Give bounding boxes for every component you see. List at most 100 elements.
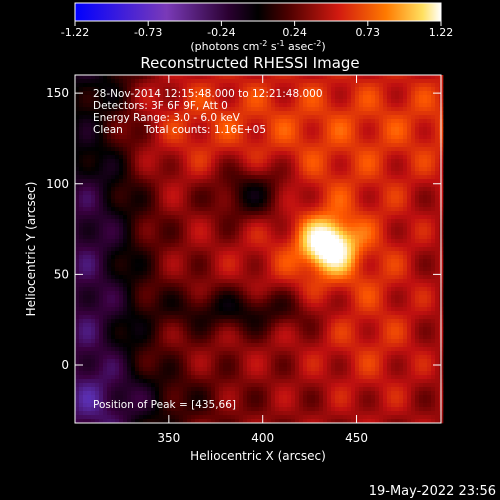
heatmap-cell [151, 219, 156, 224]
heatmap-cell [311, 135, 316, 140]
heatmap-cell [423, 179, 428, 184]
heatmap-cell [175, 147, 180, 152]
heatmap-cell [331, 91, 336, 96]
heatmap-cell [119, 271, 124, 276]
heatmap-cell [339, 279, 344, 284]
heatmap-cell [423, 255, 428, 260]
heatmap-cell [183, 271, 188, 276]
heatmap-cell [207, 159, 212, 164]
heatmap-cell [423, 79, 428, 84]
heatmap-cell [335, 275, 340, 280]
heatmap-cell [195, 227, 200, 232]
heatmap-cell [179, 151, 184, 156]
heatmap-cell [423, 107, 428, 112]
heatmap-cell [119, 175, 124, 180]
heatmap-cell [319, 187, 324, 192]
heatmap-cell [379, 183, 384, 188]
heatmap-cell [251, 275, 256, 280]
heatmap-cell [199, 243, 204, 248]
heatmap-cell [143, 123, 148, 128]
heatmap-cell [267, 131, 272, 136]
heatmap-cell [203, 119, 208, 124]
heatmap-cell [407, 147, 412, 152]
heatmap-cell [335, 231, 340, 236]
heatmap-cell [131, 211, 136, 216]
heatmap-cell [235, 79, 240, 84]
heatmap-cell [239, 91, 244, 96]
heatmap-cell [127, 211, 132, 216]
heatmap-cell [407, 215, 412, 220]
heatmap-cell [283, 215, 288, 220]
heatmap-cell [131, 235, 136, 240]
heatmap-cell [371, 271, 376, 276]
heatmap-cell [423, 263, 428, 268]
heatmap-cell [179, 207, 184, 212]
heatmap-cell [327, 119, 332, 124]
heatmap-cell [191, 283, 196, 288]
heatmap-cell [167, 275, 172, 280]
heatmap-cell [75, 87, 80, 92]
heatmap-cell [395, 127, 400, 132]
heatmap-cell [303, 271, 308, 276]
heatmap-cell [199, 227, 204, 232]
heatmap-cell [87, 127, 92, 132]
heatmap-cell [247, 215, 252, 220]
heatmap-cell [223, 163, 228, 168]
heatmap-cell [435, 219, 440, 224]
heatmap-cell [331, 171, 336, 176]
heatmap-cell [311, 235, 316, 240]
heatmap-cell [171, 127, 176, 132]
heatmap-cell [295, 115, 300, 120]
heatmap-cell [147, 147, 152, 152]
heatmap-cell [203, 279, 208, 284]
heatmap-cell [431, 167, 436, 172]
heatmap-cell [159, 111, 164, 116]
heatmap-cell [323, 287, 328, 292]
heatmap-cell [207, 135, 212, 140]
heatmap-cell [331, 227, 336, 232]
heatmap-cell [315, 223, 320, 228]
heatmap-cell [383, 87, 388, 92]
heatmap-cell [371, 111, 376, 116]
heatmap-cell [291, 87, 296, 92]
heatmap-cell [371, 91, 376, 96]
heatmap-cell [175, 115, 180, 120]
heatmap-cell [79, 187, 84, 192]
heatmap-cell [323, 223, 328, 228]
heatmap-cell [259, 131, 264, 136]
heatmap-cell [191, 179, 196, 184]
heatmap-cell [107, 119, 112, 124]
heatmap-cell [139, 75, 144, 80]
heatmap-cell [231, 211, 236, 216]
heatmap-cell [331, 263, 336, 268]
heatmap-cell [235, 95, 240, 100]
heatmap-cell [143, 111, 148, 116]
heatmap-cell [119, 219, 124, 224]
heatmap-cell [207, 195, 212, 200]
heatmap-cell [175, 199, 180, 204]
heatmap-cell [151, 199, 156, 204]
heatmap-cell [207, 243, 212, 248]
heatmap-cell [423, 207, 428, 212]
heatmap-cell [175, 95, 180, 100]
heatmap-cell [163, 279, 168, 284]
heatmap-cell [111, 127, 116, 132]
heatmap-cell [239, 203, 244, 208]
heatmap-cell [295, 215, 300, 220]
heatmap-cell [203, 179, 208, 184]
heatmap-cell [155, 171, 160, 176]
heatmap-cell [383, 95, 388, 100]
heatmap-cell [159, 239, 164, 244]
heatmap-cell [407, 267, 412, 272]
heatmap-cell [211, 235, 216, 240]
chart-title: Reconstructed RHESSI Image [140, 54, 359, 72]
heatmap-cell [391, 199, 396, 204]
heatmap-cell [87, 243, 92, 248]
heatmap-cell [191, 203, 196, 208]
heatmap-cell [175, 251, 180, 256]
heatmap-cell [223, 259, 228, 264]
heatmap-cell [235, 259, 240, 264]
heatmap-cell [219, 159, 224, 164]
heatmap-cell [239, 119, 244, 124]
heatmap-cell [423, 151, 428, 156]
